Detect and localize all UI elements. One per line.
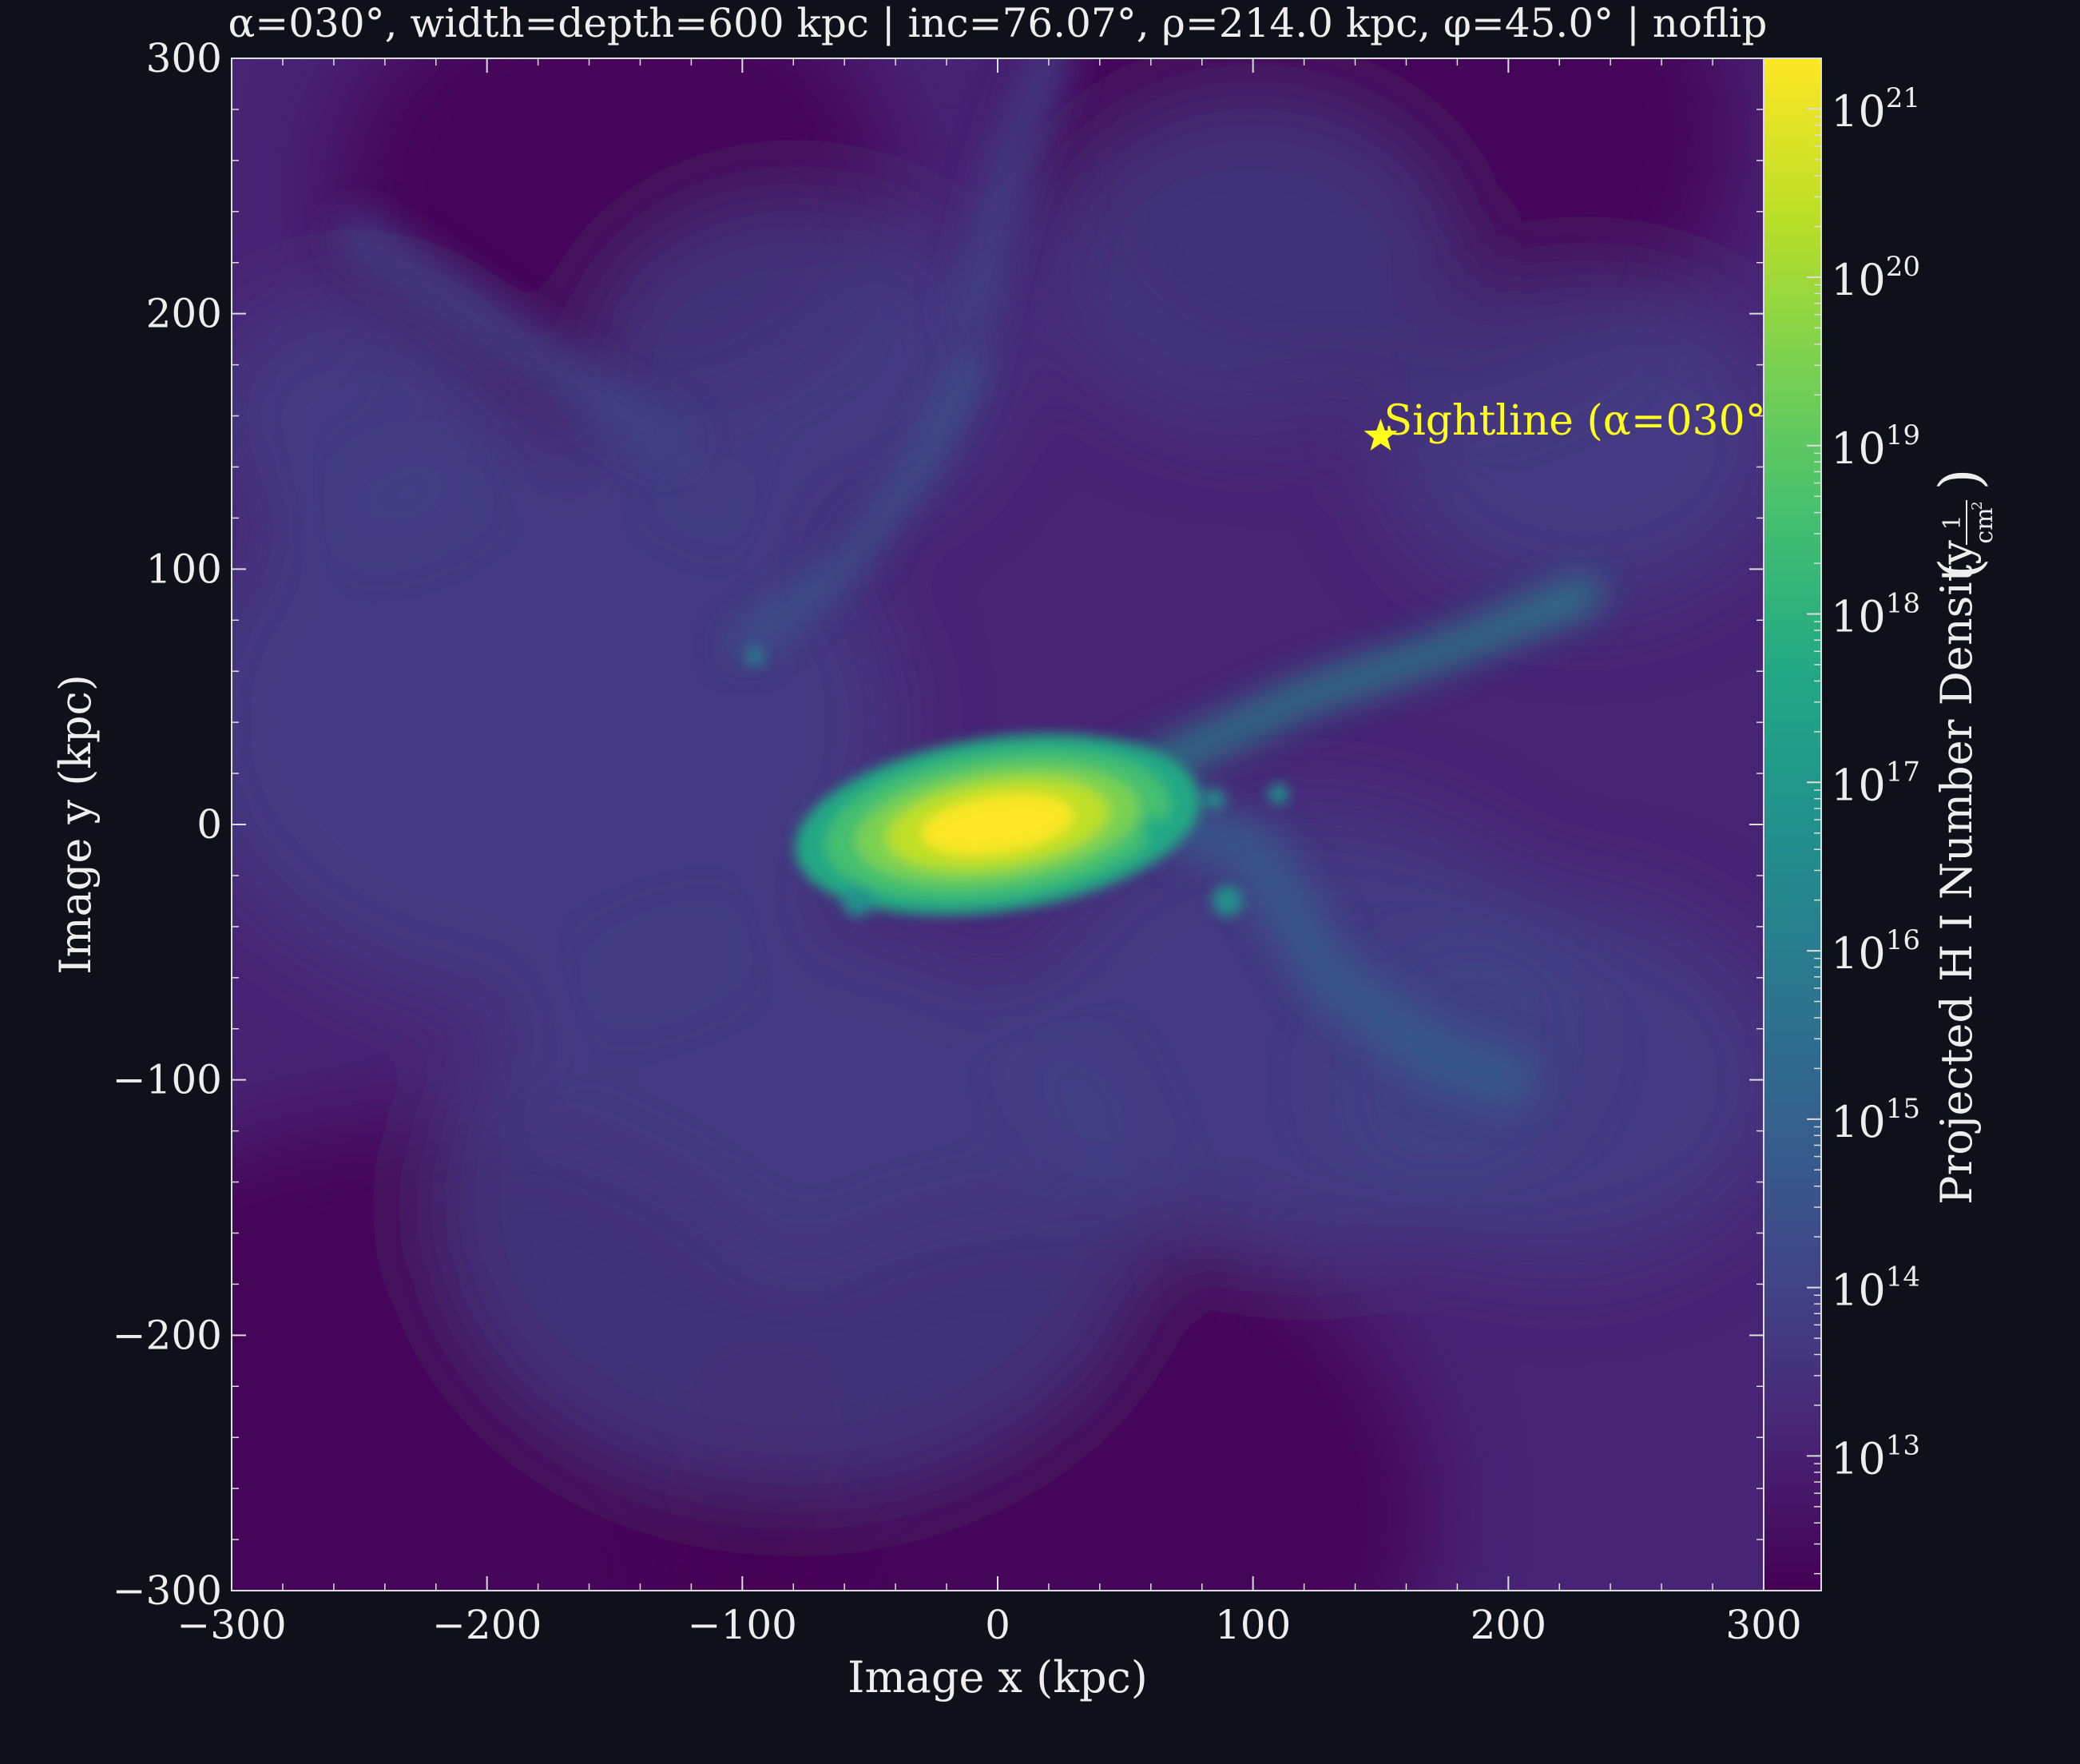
- colorbar-tick-label: 1013: [1831, 1429, 1920, 1484]
- y-axis-label: Image y (kpc): [50, 674, 101, 975]
- sightline-annotation: Sightline (α=030°): [1364, 397, 1782, 451]
- colorbar-ticks: 1013 1014 1015 1016 1017 1018 1019 1020 1021: [1807, 82, 1920, 1575]
- colorbar-tick-label: 1019: [1831, 419, 1920, 474]
- colorbar-tick-label: 1018: [1831, 588, 1920, 642]
- colorbar-unit-denominator: cm: [1971, 507, 1999, 543]
- chart-title: α=030°, width=depth=600 kpc | inc=76.07°…: [228, 0, 1768, 46]
- colorbar-tick-label: 1017: [1831, 756, 1920, 810]
- colorbar-tick-label: 1020: [1831, 251, 1920, 305]
- y-tick-label: 100: [146, 546, 222, 592]
- y-axis-ticks: −300 −200 −100 0 100 200 300: [113, 35, 1764, 1614]
- x-tick-label: 0: [985, 1602, 1010, 1648]
- y-tick-label: 200: [146, 291, 222, 337]
- y-tick-label: 0: [196, 801, 222, 848]
- colorbar-tick-label: 1014: [1831, 1261, 1920, 1316]
- colorbar: 1013 1014 1015 1016 1017 1018 1019 1020 1021 Pro…: [1763, 58, 1999, 1591]
- x-tick-label: −300: [177, 1602, 286, 1648]
- x-axis-ticks: −300 −200 −100 0 100 200 300: [177, 58, 1802, 1648]
- colorbar-tick-label: 1015: [1831, 1093, 1920, 1147]
- diffuse-structure: [232, 58, 1764, 1591]
- x-tick-label: 100: [1215, 1602, 1291, 1648]
- colorbar-unit-open-paren: (: [1927, 558, 1993, 579]
- colorbar-unit-exponent: 2: [1969, 501, 1986, 510]
- galaxy-disk: [744, 646, 1289, 917]
- colorbar-tick-label: 1016: [1831, 924, 1920, 979]
- x-tick-label: −100: [688, 1602, 797, 1648]
- colorbar-label: Projected H I Number Density ( 1 cm 2 ): [1927, 468, 1999, 1205]
- sightline-label: Sightline (α=030°): [1384, 397, 1783, 445]
- star-marker-icon: [1364, 419, 1398, 451]
- x-tick-label: −200: [432, 1602, 542, 1648]
- x-tick-label: 200: [1471, 1602, 1546, 1648]
- colorbar-label-text: Projected H I Number Density: [1931, 540, 1982, 1205]
- colorbar-gradient: [1763, 58, 1822, 1591]
- filaments: [333, 58, 1603, 1108]
- hi-column-density-map: [232, 58, 1764, 1591]
- y-tick-label: −300: [113, 1567, 222, 1614]
- colorbar-unit-numerator: 1: [1939, 514, 1967, 530]
- y-tick-label: −200: [113, 1312, 222, 1358]
- colorbar-tick-label: 1021: [1831, 82, 1920, 137]
- y-tick-label: −100: [113, 1057, 222, 1103]
- colorbar-unit-close-paren: ): [1927, 468, 1993, 490]
- y-tick-label: 300: [146, 35, 222, 81]
- x-axis-label: Image x (kpc): [847, 1652, 1148, 1702]
- x-tick-label: 300: [1725, 1602, 1801, 1648]
